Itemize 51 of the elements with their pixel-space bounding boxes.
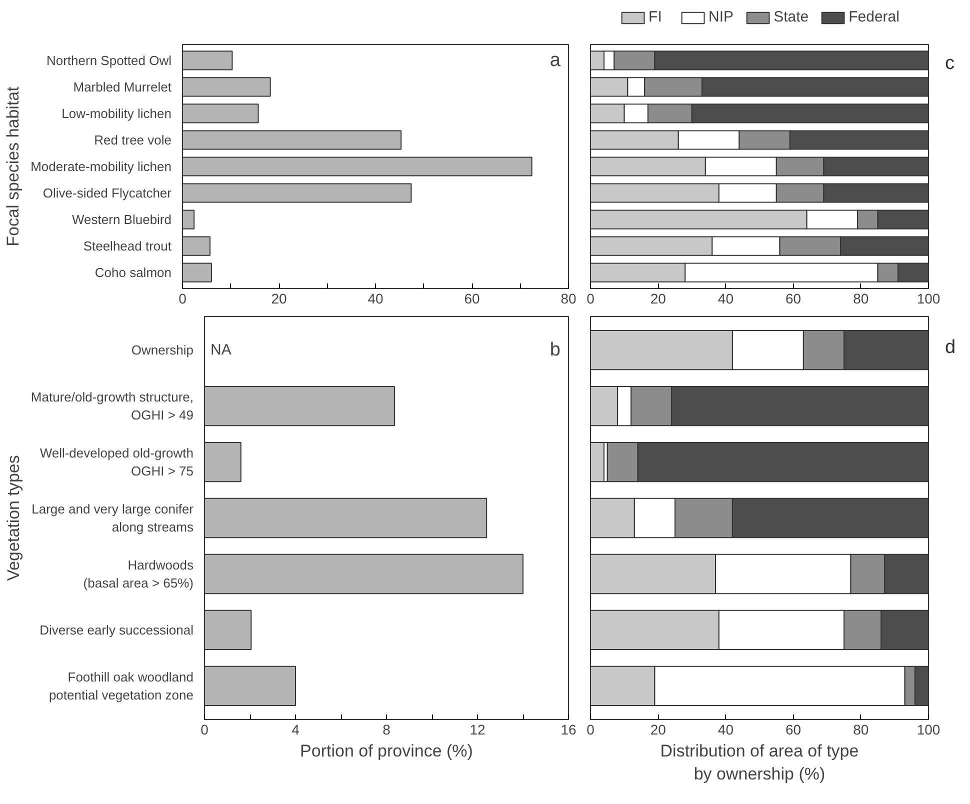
y-tick-label: Northern Spotted Owl	[46, 52, 172, 68]
x-tick-label: 16	[560, 722, 576, 738]
x-tick-label: 60	[786, 722, 802, 738]
x-tick-label: 60	[464, 290, 480, 306]
x-tick-label: 80	[853, 722, 869, 738]
annotation: a	[550, 50, 561, 71]
x-tick-label: 8	[382, 722, 391, 738]
x-tick-label: 20	[271, 290, 287, 306]
y-tick-label: Hardwoods (basal area > 65%)	[83, 557, 194, 590]
y-tick-label: Mature/old-growth structure, OGHI > 49	[30, 390, 194, 423]
x-axis-title: Portion of province (%)	[300, 742, 473, 760]
x-tick-label: 4	[292, 722, 300, 738]
y-tick-label: Olive-sided Flycatcher	[42, 186, 172, 201]
legend-label: Federal	[848, 8, 900, 26]
x-tick-label: 40	[718, 290, 734, 306]
legend-label: State	[774, 8, 809, 26]
y-axis-title: Focal species habitat	[4, 86, 23, 246]
y-tick-label: Well-developed old-growth OGHI > 75	[40, 446, 194, 479]
text: d	[945, 336, 956, 360]
annotation: b	[550, 340, 561, 361]
y-tick-label: Coho salmon	[94, 265, 172, 280]
y-axis-title: Vegetation types	[4, 455, 23, 581]
x-tick-label: 0	[586, 290, 595, 306]
y-tick-label: Marbled Murrelet	[73, 79, 172, 94]
legend-label: FI	[648, 8, 663, 26]
y-tick-label: Red tree vole	[94, 132, 172, 148]
y-tick-label: Ownership	[131, 342, 194, 358]
legend-label: NIP	[708, 8, 734, 26]
x-tick-label: 80	[560, 290, 576, 306]
x-axis-title: Distribution of area of type by ownership (%)	[660, 742, 859, 784]
x-tick-label: 40	[718, 722, 734, 738]
y-tick-label: Western Bluebird	[72, 212, 172, 228]
x-tick-label: 80	[853, 290, 869, 306]
y-tick-label: Steelhead trout	[83, 238, 172, 254]
x-tick-label: 0	[200, 722, 209, 738]
x-tick-label: 40	[368, 290, 384, 306]
x-tick-label: 60	[786, 290, 802, 306]
y-tick-label: Low-mobility lichen	[62, 106, 172, 121]
y-tick-label: Moderate-mobility lichen	[30, 159, 172, 174]
x-tick-label: 12	[470, 722, 486, 738]
y-tick-label: Diverse early successional	[40, 622, 194, 638]
x-tick-label: 20	[650, 290, 666, 306]
y-tick-label: Large and very large conifer along streams	[32, 502, 194, 534]
x-tick-label: 100	[916, 290, 940, 306]
x-tick-label: 100	[916, 722, 940, 738]
x-tick-label: 0	[586, 722, 595, 738]
x-tick-label: 0	[178, 290, 187, 306]
x-tick-label: 20	[650, 722, 666, 738]
text: c	[945, 52, 954, 76]
y-tick-label: Foothill oak woodland potential vegetation zone	[48, 669, 194, 702]
annotation: NA	[210, 342, 232, 359]
